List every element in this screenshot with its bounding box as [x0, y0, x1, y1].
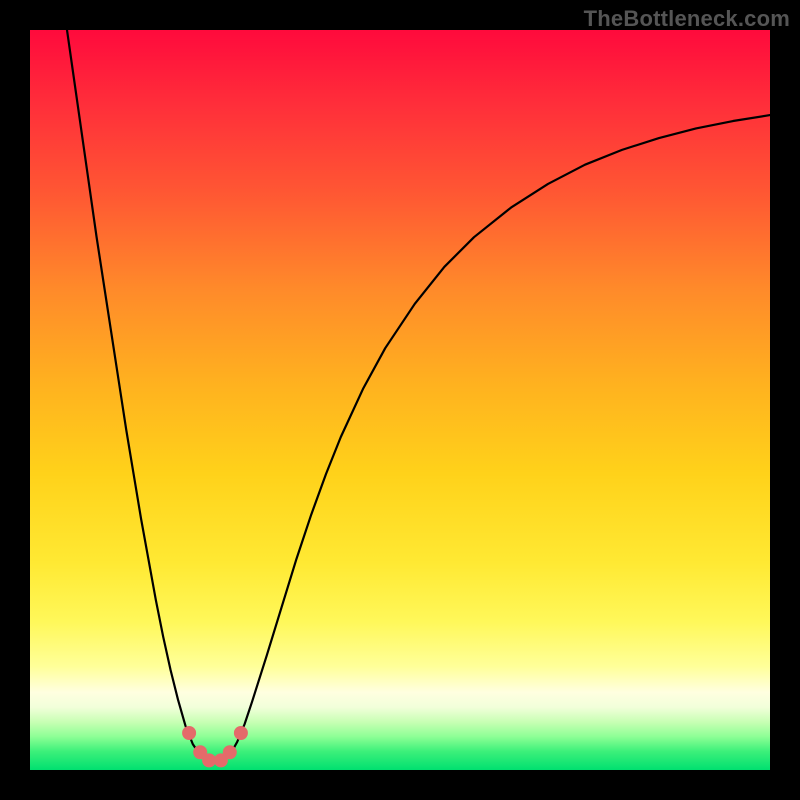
marker-point [223, 746, 236, 759]
plot-area [30, 30, 770, 770]
marker-group [183, 727, 248, 767]
marker-point [234, 727, 247, 740]
watermark-text: TheBottleneck.com [584, 6, 790, 32]
chart-frame: TheBottleneck.com [0, 0, 800, 800]
marker-point [203, 754, 216, 767]
chart-svg [30, 30, 770, 770]
bottleneck-curve [67, 30, 770, 763]
marker-point [183, 727, 196, 740]
